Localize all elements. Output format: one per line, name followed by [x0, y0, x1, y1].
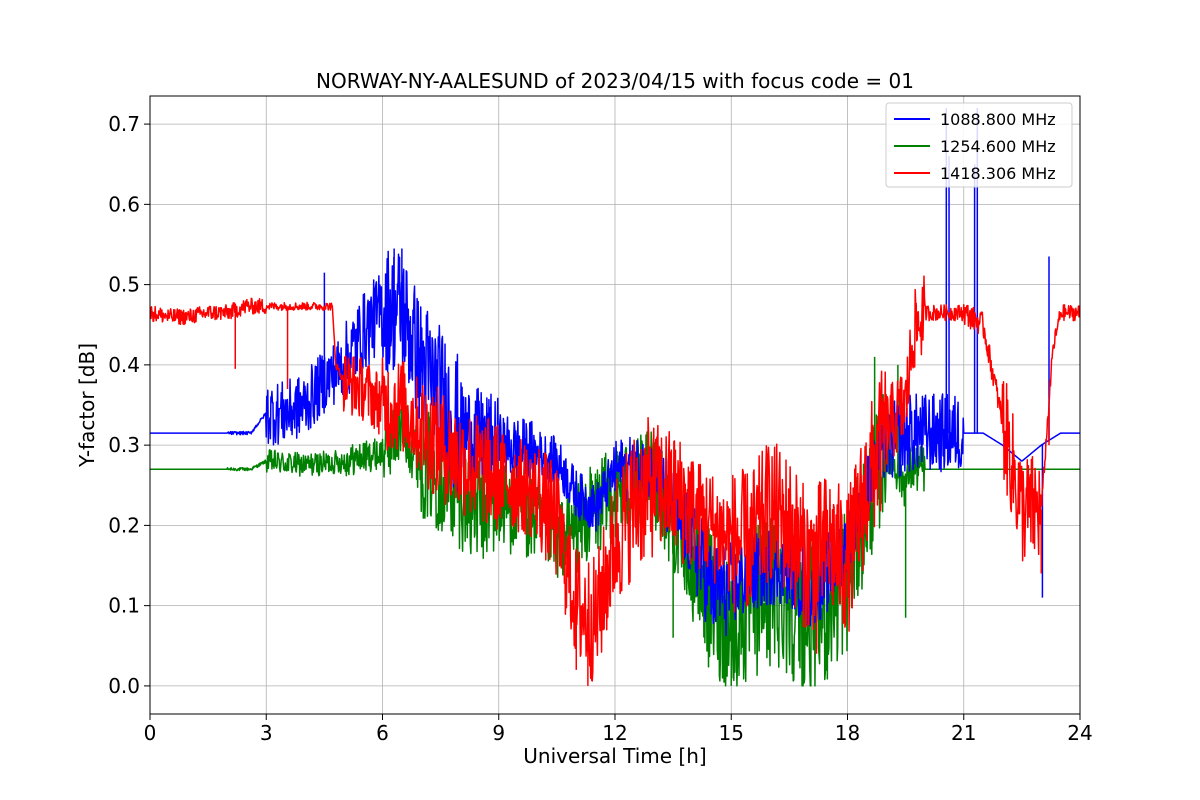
series-layer — [150, 108, 1080, 687]
x-tick-label: 9 — [492, 721, 505, 745]
y-tick-label: 0.0 — [108, 674, 140, 698]
legend: 1088.800 MHz 1254.600 MHz 1418.306 MHz — [885, 102, 1073, 188]
legend-label: 1418.306 MHz — [940, 164, 1056, 183]
y-tick-label: 0.2 — [108, 513, 140, 537]
axes: 0 3 6 9 12 15 18 21 24 0.0 0.1 0.2 0.3 0.4 0.5 0.6 0.7 — [108, 95, 1093, 745]
x-tick-label: 3 — [260, 721, 273, 745]
x-tick-label: 12 — [602, 721, 627, 745]
x-tick-label: 6 — [376, 721, 389, 745]
y-tick-label: 0.6 — [108, 192, 140, 216]
x-tick-label: 15 — [719, 721, 744, 745]
x-tick-label: 18 — [835, 721, 860, 745]
y-tick-label: 0.7 — [108, 112, 140, 136]
legend-box — [885, 102, 1073, 188]
y-tick-label: 0.5 — [108, 273, 140, 297]
y-tick-label: 0.1 — [108, 594, 140, 618]
x-axis-label: Universal Time [h] — [523, 744, 706, 768]
series-line — [150, 275, 1080, 686]
x-tick-label: 21 — [951, 721, 976, 745]
chart-title: NORWAY-NY-AALESUND of 2023/04/15 with fo… — [316, 69, 914, 93]
y-axis-label: Y-factor [dB] — [75, 343, 99, 468]
series-line — [150, 108, 1080, 637]
y-tick-label: 0.3 — [108, 433, 140, 457]
x-tick-label: 0 — [144, 721, 157, 745]
y-tick-label: 0.4 — [108, 353, 140, 377]
legend-label: 1254.600 MHz — [940, 137, 1056, 156]
x-tick-label: 24 — [1067, 721, 1092, 745]
legend-label: 1088.800 MHz — [940, 110, 1056, 129]
